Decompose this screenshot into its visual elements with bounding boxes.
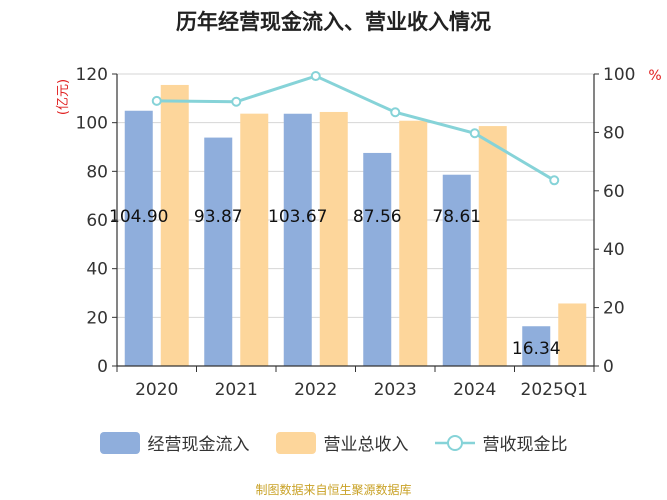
ratio-line	[156, 74, 556, 182]
bar-cash-inflow	[363, 152, 392, 366]
right-axis-tick-label: 20	[603, 299, 625, 319]
bar-data-label: 16.34	[512, 339, 561, 359]
bar-cash-inflow	[204, 137, 233, 366]
bar-data-label: 104.90	[109, 207, 168, 227]
right-axis-tick-label: 60	[603, 182, 625, 202]
chart-plot: 104.90 93.87 103.67 87.56 78.61 16.34 0 20 40 60…	[56, 65, 662, 400]
x-axis-tick-label: 2025Q1	[521, 380, 588, 400]
bar-revenue	[319, 111, 348, 367]
bar-cash-inflow	[442, 174, 471, 366]
legend-item-ratio: 营收现金比	[434, 430, 568, 455]
ratio-point	[469, 128, 480, 139]
bar-revenue	[399, 120, 428, 366]
ratio-point	[231, 96, 242, 107]
ratio-point	[549, 175, 560, 186]
bar-data-label: 78.61	[432, 207, 481, 227]
data-label-group: 104.90 93.87 103.67 87.56 78.61 16.34	[109, 207, 561, 359]
bar-revenue	[478, 126, 507, 366]
grid-lines	[117, 73, 594, 318]
right-axis-tick-label: 100	[603, 65, 635, 85]
bar-revenue	[160, 84, 189, 366]
legend-swatch-ratio	[434, 434, 475, 451]
legend-label-ratio: 营收现金比	[482, 435, 568, 455]
right-axis-tick-label: 40	[603, 240, 625, 260]
legend-item-cash-inflow: 经营现金流入	[99, 430, 250, 455]
ratio-line-group	[151, 71, 560, 186]
x-axis-tick-label: 2022	[294, 380, 337, 400]
x-axis-tick-label: 2021	[215, 380, 258, 400]
ratio-point	[310, 71, 321, 82]
left-axis-tick-label: 60	[86, 211, 108, 231]
x-axis-tick-label: 2023	[374, 380, 417, 400]
chart-title: 历年经营现金流入、营业收入情况	[176, 10, 491, 34]
axes: 0 20 40 60 80 100 120 0 20 40 60 80 100 2020 2021 2022 2…	[76, 65, 636, 400]
source-note: 制图数据来自恒生聚源数据库	[255, 483, 412, 497]
ratio-point	[390, 107, 401, 118]
bar-cash-inflow	[522, 326, 551, 366]
right-axis-unit: %	[648, 68, 661, 84]
legend-label-revenue: 营业总收入	[323, 435, 409, 455]
legend: 经营现金流入 营业总收入 营收现金比	[0, 430, 667, 455]
left-axis-tick-label: 20	[86, 308, 108, 328]
bar-revenue	[240, 113, 269, 366]
left-axis-tick-label: 120	[76, 65, 108, 85]
ratio-point	[151, 95, 162, 106]
left-axis-tick-label: 100	[76, 114, 108, 134]
bar-cash-inflow	[283, 113, 312, 367]
legend-item-revenue: 营业总收入	[275, 430, 409, 455]
bar-cash-inflow	[124, 110, 153, 366]
x-axis-tick-label: 2020	[135, 380, 178, 400]
left-axis-tick-label: 0	[97, 357, 108, 377]
bar-data-label: 87.56	[353, 207, 402, 227]
left-axis-unit: (亿元)	[56, 79, 71, 115]
right-axis-tick-label: 0	[603, 357, 614, 377]
left-axis-tick-label: 80	[86, 162, 108, 182]
bar-revenue	[558, 303, 587, 366]
x-axis-tick-label: 2024	[453, 380, 496, 400]
bar-data-label: 93.87	[194, 207, 243, 227]
bar-data-label: 103.67	[268, 207, 327, 227]
right-axis-tick-label: 80	[603, 123, 625, 143]
legend-swatch-cash-inflow	[99, 431, 140, 454]
left-axis-tick-label: 40	[86, 260, 108, 280]
legend-swatch-revenue	[275, 431, 316, 454]
bar-group	[124, 84, 587, 367]
legend-label-cash-inflow: 经营现金流入	[147, 435, 250, 455]
